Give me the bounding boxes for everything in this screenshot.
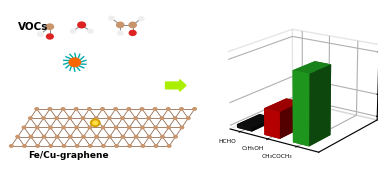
Text: Fe/Cu-graphene: Fe/Cu-graphene bbox=[28, 151, 108, 160]
Circle shape bbox=[140, 144, 146, 148]
Circle shape bbox=[15, 135, 20, 139]
Circle shape bbox=[180, 125, 184, 129]
Circle shape bbox=[74, 125, 79, 129]
Circle shape bbox=[87, 125, 92, 129]
Text: VOCs: VOCs bbox=[18, 22, 48, 32]
Circle shape bbox=[147, 135, 152, 139]
Circle shape bbox=[88, 144, 93, 148]
Circle shape bbox=[74, 107, 79, 111]
Circle shape bbox=[61, 125, 66, 129]
Circle shape bbox=[160, 116, 164, 120]
Circle shape bbox=[55, 135, 60, 139]
Circle shape bbox=[77, 21, 86, 28]
Circle shape bbox=[117, 30, 124, 36]
Circle shape bbox=[101, 144, 106, 148]
Circle shape bbox=[22, 125, 26, 129]
Circle shape bbox=[47, 107, 53, 111]
FancyArrow shape bbox=[166, 80, 186, 91]
Circle shape bbox=[54, 116, 59, 120]
Circle shape bbox=[48, 125, 53, 129]
Circle shape bbox=[94, 116, 99, 120]
Circle shape bbox=[133, 116, 138, 120]
Circle shape bbox=[74, 144, 80, 148]
Circle shape bbox=[94, 135, 99, 139]
Circle shape bbox=[129, 22, 137, 28]
Circle shape bbox=[126, 107, 131, 111]
Circle shape bbox=[166, 107, 171, 111]
Circle shape bbox=[46, 23, 54, 30]
Circle shape bbox=[28, 116, 33, 120]
Circle shape bbox=[70, 28, 76, 34]
Circle shape bbox=[35, 144, 40, 148]
Circle shape bbox=[35, 125, 40, 129]
Circle shape bbox=[68, 135, 73, 139]
Circle shape bbox=[127, 125, 132, 129]
Circle shape bbox=[90, 119, 101, 127]
Circle shape bbox=[67, 116, 72, 120]
Circle shape bbox=[116, 22, 124, 28]
Circle shape bbox=[81, 116, 85, 120]
Circle shape bbox=[160, 135, 165, 139]
Circle shape bbox=[179, 107, 184, 111]
Circle shape bbox=[121, 135, 125, 139]
Circle shape bbox=[92, 120, 98, 125]
Circle shape bbox=[129, 30, 137, 36]
Circle shape bbox=[138, 16, 145, 21]
Circle shape bbox=[81, 135, 86, 139]
Circle shape bbox=[87, 107, 92, 111]
Circle shape bbox=[60, 107, 65, 111]
Circle shape bbox=[87, 28, 94, 34]
Circle shape bbox=[46, 33, 54, 40]
Circle shape bbox=[167, 144, 172, 148]
Circle shape bbox=[192, 107, 197, 111]
Circle shape bbox=[41, 116, 46, 120]
Circle shape bbox=[62, 144, 67, 148]
Circle shape bbox=[114, 125, 119, 129]
Circle shape bbox=[34, 107, 39, 111]
Circle shape bbox=[108, 15, 115, 21]
Circle shape bbox=[153, 125, 158, 129]
Circle shape bbox=[101, 125, 105, 129]
Circle shape bbox=[139, 107, 144, 111]
Circle shape bbox=[153, 107, 158, 111]
Circle shape bbox=[166, 125, 171, 129]
Circle shape bbox=[28, 135, 33, 139]
Circle shape bbox=[133, 135, 139, 139]
Circle shape bbox=[107, 116, 112, 120]
Circle shape bbox=[37, 31, 44, 37]
Circle shape bbox=[100, 107, 105, 111]
Circle shape bbox=[127, 144, 132, 148]
Circle shape bbox=[48, 144, 53, 148]
Circle shape bbox=[186, 116, 191, 120]
Circle shape bbox=[9, 144, 14, 148]
Circle shape bbox=[140, 125, 145, 129]
Circle shape bbox=[42, 135, 46, 139]
Circle shape bbox=[114, 144, 119, 148]
Circle shape bbox=[22, 144, 27, 148]
Circle shape bbox=[153, 144, 158, 148]
Circle shape bbox=[120, 116, 125, 120]
Circle shape bbox=[68, 57, 81, 67]
Circle shape bbox=[173, 116, 178, 120]
Circle shape bbox=[173, 135, 178, 139]
Circle shape bbox=[107, 135, 112, 139]
Circle shape bbox=[113, 107, 118, 111]
Circle shape bbox=[146, 116, 151, 120]
